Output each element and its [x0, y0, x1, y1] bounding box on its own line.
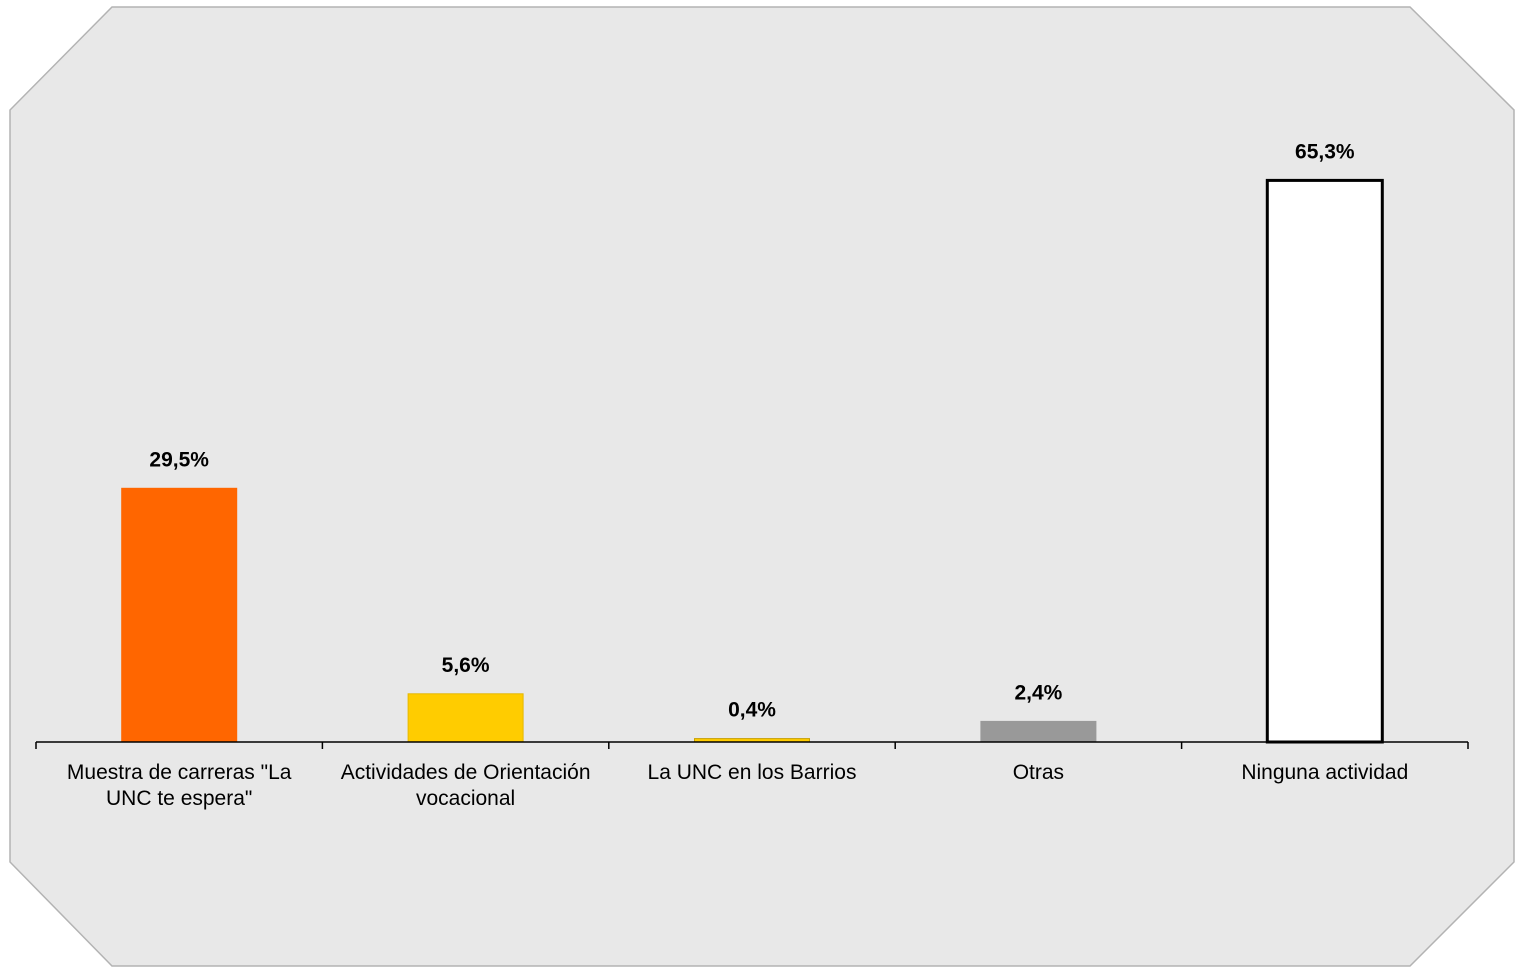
value-label-1: 5,6%: [442, 654, 490, 677]
bar-0: [121, 487, 238, 743]
category-label-2-line-0: La UNC en los Barrios: [648, 761, 857, 784]
value-label-2: 0,4%: [728, 699, 776, 722]
category-label-1: Actividades de Orientación vocacional: [341, 761, 591, 810]
category-label-0-line-1: UNC te espera": [106, 787, 252, 810]
category-label-1-line-0: Actividades de Orientación: [341, 761, 591, 784]
chart-background: [9, 6, 1515, 967]
x-axis: [35, 741, 1469, 749]
category-label-4: Ninguna actividad: [1241, 761, 1408, 784]
category-label-1-line-1: vocacional: [416, 787, 515, 810]
bar-1: [407, 693, 524, 743]
value-label-4: 65,3%: [1295, 140, 1355, 163]
bar-3: [980, 720, 1097, 743]
labels-layer: 29,5% 5,6% 0,4% 2,4% 65,3% Muestra de carrera…: [67, 140, 1408, 810]
category-label-2: La UNC en los Barrios: [648, 761, 857, 784]
value-label-3: 2,4%: [1014, 681, 1062, 704]
category-label-3: Otras: [1013, 761, 1064, 784]
category-label-0-line-0: Muestra de carreras "La: [67, 761, 292, 784]
category-label-4-line-0: Ninguna actividad: [1241, 761, 1408, 784]
category-label-0: Muestra de carreras "La UNC te espera": [67, 761, 292, 810]
category-label-3-line-0: Otras: [1013, 761, 1064, 784]
value-label-0: 29,5%: [149, 448, 209, 471]
bar-4: [1265, 178, 1384, 744]
bars-layer: [121, 178, 1384, 744]
